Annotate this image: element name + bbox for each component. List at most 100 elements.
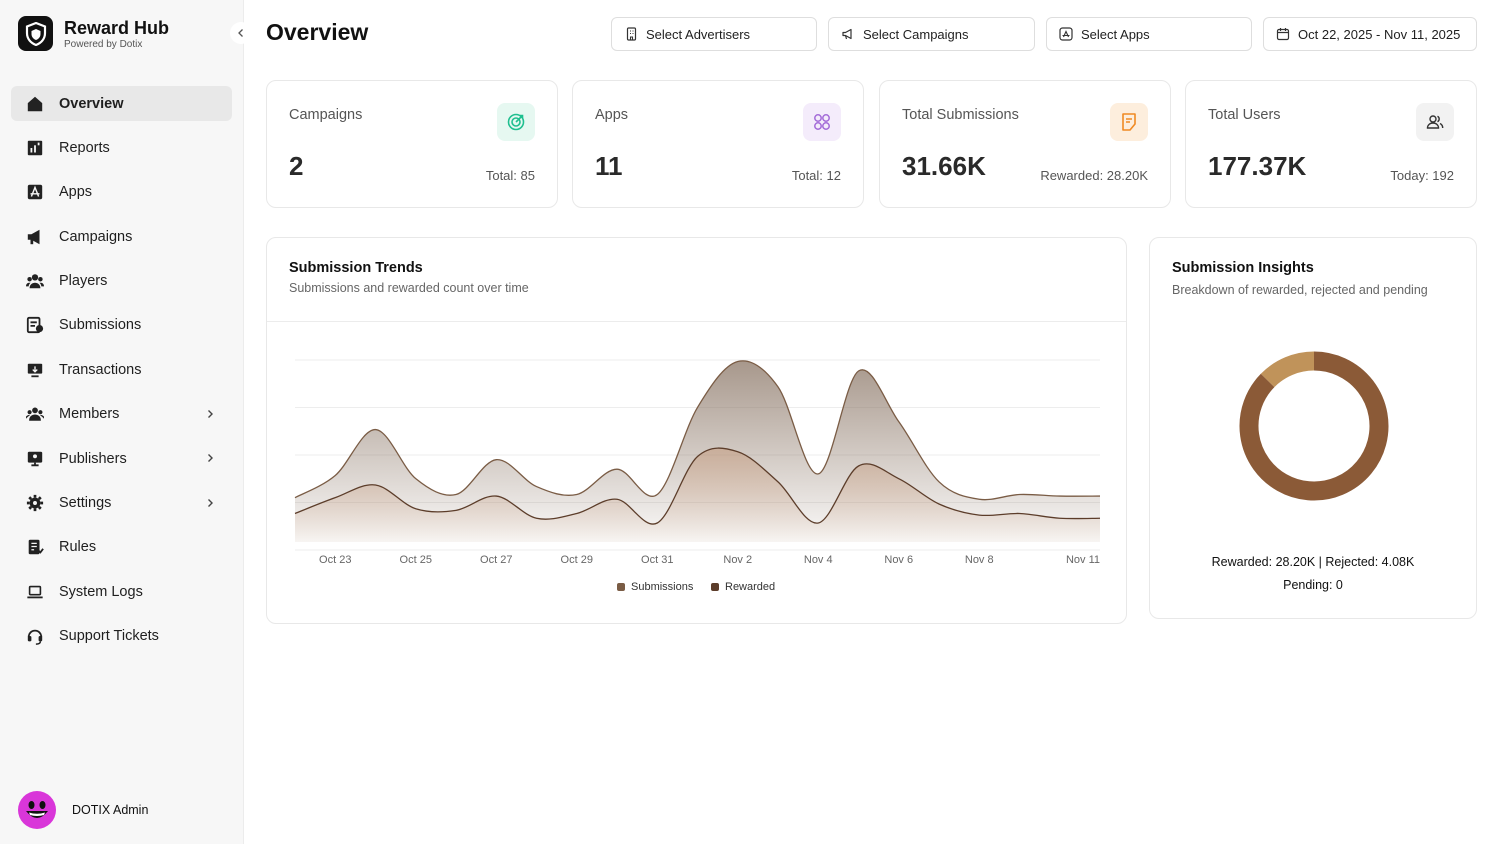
sidebar-item-label: Apps xyxy=(59,184,93,201)
x-tick-label: Oct 31 xyxy=(641,554,673,566)
note-icon xyxy=(1110,103,1148,141)
stat-subtext: Today: 192 xyxy=(1390,168,1454,183)
stat-title: Total Users xyxy=(1208,107,1281,123)
chevron-right-icon xyxy=(204,452,216,464)
submission-trends-subtitle: Submissions and rewarded count over time xyxy=(289,281,529,295)
date-range-label: Oct 22, 2025 - Nov 11, 2025 xyxy=(1298,26,1461,42)
sidebar-item-submissions[interactable]: Submissions xyxy=(11,308,232,343)
sidebar-item-label: Players xyxy=(59,273,108,290)
legend-label: Rewarded xyxy=(725,581,776,593)
submission-insights-panel: Submission Insights Breakdown of rewarde… xyxy=(1149,237,1477,619)
sidebar-item-apps[interactable]: Apps xyxy=(11,175,232,210)
brand-subtitle: Powered by Dotix xyxy=(64,38,143,50)
stat-value: 11 xyxy=(595,151,623,181)
rules-icon xyxy=(25,537,45,557)
donut-slice-rejected[interactable] xyxy=(1260,351,1315,388)
megaphone-icon xyxy=(841,27,855,41)
stat-value: 31.66K xyxy=(902,151,986,181)
chevron-right-icon xyxy=(204,497,216,509)
total-submissions-card[interactable]: Total Submissions 31.66K Rewarded: 28.20… xyxy=(879,80,1171,208)
stat-value: 2 xyxy=(289,151,304,181)
transactions-icon xyxy=(25,360,45,380)
area-rewarded xyxy=(295,448,1100,542)
publishers-icon xyxy=(25,449,45,469)
advertisers-filter-label: Select Advertisers xyxy=(646,26,751,42)
campaigns-card[interactable]: Campaigns 2 Total: 85 xyxy=(266,80,558,208)
legend-swatch-submissions xyxy=(617,583,625,591)
calendar-icon xyxy=(1276,27,1290,41)
reports-icon xyxy=(25,138,45,158)
legend-swatch-rewarded xyxy=(711,583,719,591)
x-tick-label: Oct 27 xyxy=(480,554,512,566)
apps-filter[interactable]: Select Apps xyxy=(1046,17,1252,51)
players-icon xyxy=(25,271,45,291)
stat-title: Campaigns xyxy=(289,107,363,123)
avatar xyxy=(18,791,56,829)
stat-subtext: Total: 12 xyxy=(791,168,841,183)
x-tick-label: Nov 2 xyxy=(723,554,752,566)
logo-icon xyxy=(18,16,53,51)
sidebar-item-rules[interactable]: Rules xyxy=(11,530,232,565)
submission-trends-panel: Submission Trends Submissions and reward… xyxy=(266,237,1127,624)
x-tick-label: Oct 23 xyxy=(319,554,351,566)
sidebar-item-label: Campaigns xyxy=(59,228,133,245)
sidebar-item-publishers[interactable]: Publishers xyxy=(11,441,232,476)
building-icon xyxy=(624,27,638,41)
series-line-rewarded[interactable] xyxy=(294,447,1101,525)
insights-summary: Rewarded: 28.20K | Rejected: 4.08K xyxy=(1211,555,1415,569)
sidebar-item-system-logs[interactable]: System Logs xyxy=(11,574,232,609)
sidebar-nav: Overview Reports Apps Campaigns Players Submi… xyxy=(11,86,232,663)
gear-icon xyxy=(25,493,45,513)
stat-title: Apps xyxy=(595,107,629,123)
page-title: Overview xyxy=(266,19,369,45)
brand-name: Reward Hub xyxy=(64,17,170,38)
submission-insights-donut[interactable] xyxy=(1150,336,1478,516)
apps-icon xyxy=(25,182,45,202)
headset-icon xyxy=(25,626,45,646)
legend-submissions[interactable]: Submissions xyxy=(617,581,693,593)
stat-value: 177.37K xyxy=(1208,151,1307,181)
sidebar-item-label: Publishers xyxy=(59,450,127,467)
apps-filter-label: Select Apps xyxy=(1081,26,1150,42)
insights-pending: Pending: 0 xyxy=(1283,578,1343,592)
chevron-right-icon xyxy=(204,408,216,420)
submission-trends-chart[interactable]: Oct 23 Oct 25 Oct 27 Oct 29 Oct 31 Nov 2 Nov 4… xyxy=(267,322,1126,622)
brand[interactable]: Reward Hub Powered by Dotix xyxy=(18,16,169,51)
sidebar-item-members[interactable]: Members xyxy=(11,397,232,432)
user-profile[interactable]: DOTIX Admin xyxy=(18,791,148,829)
grid-icon xyxy=(803,103,841,141)
user-name: DOTIX Admin xyxy=(72,803,149,817)
sidebar-item-transactions[interactable]: Transactions xyxy=(11,352,232,387)
sidebar-item-reports[interactable]: Reports xyxy=(11,130,232,165)
sidebar-item-settings[interactable]: Settings xyxy=(11,486,232,521)
campaigns-filter[interactable]: Select Campaigns xyxy=(828,17,1035,51)
submission-insights-title: Submission Insights xyxy=(1172,260,1314,276)
stat-subtext: Rewarded: 28.20K xyxy=(1040,168,1148,183)
apps-card[interactable]: Apps 11 Total: 12 xyxy=(572,80,864,208)
sidebar-item-players[interactable]: Players xyxy=(11,264,232,299)
target-icon xyxy=(497,103,535,141)
date-range-picker[interactable]: Oct 22, 2025 - Nov 11, 2025 xyxy=(1263,17,1477,51)
collapse-sidebar-button[interactable] xyxy=(230,22,252,44)
megaphone-icon xyxy=(25,227,45,247)
sidebar-item-support-tickets[interactable]: Support Tickets xyxy=(11,619,232,654)
app-store-icon xyxy=(1059,27,1073,41)
x-tick-label: Nov 11 xyxy=(1066,554,1100,566)
members-icon xyxy=(25,404,45,424)
series-line-submissions[interactable] xyxy=(294,360,1101,501)
x-tick-label: Nov 8 xyxy=(965,554,994,566)
sidebar-item-label: Reports xyxy=(59,139,110,156)
legend-rewarded[interactable]: Rewarded xyxy=(711,581,775,593)
donut-slice-rewarded[interactable] xyxy=(1239,351,1389,501)
sidebar-item-label: Overview xyxy=(59,95,124,112)
sidebar: Reward Hub Powered by Dotix Overview Repo… xyxy=(0,0,252,844)
sidebar-item-campaigns[interactable]: Campaigns xyxy=(11,219,232,254)
stat-subtext: Total: 85 xyxy=(485,168,535,183)
advertisers-filter[interactable]: Select Advertisers xyxy=(611,17,817,51)
x-tick-label: Oct 25 xyxy=(400,554,432,566)
sidebar-item-overview[interactable]: Overview xyxy=(11,86,232,121)
sidebar-item-label: Transactions xyxy=(59,361,142,378)
total-users-card[interactable]: Total Users 177.37K Today: 192 xyxy=(1185,80,1477,208)
stat-title: Total Submissions xyxy=(902,107,1019,123)
